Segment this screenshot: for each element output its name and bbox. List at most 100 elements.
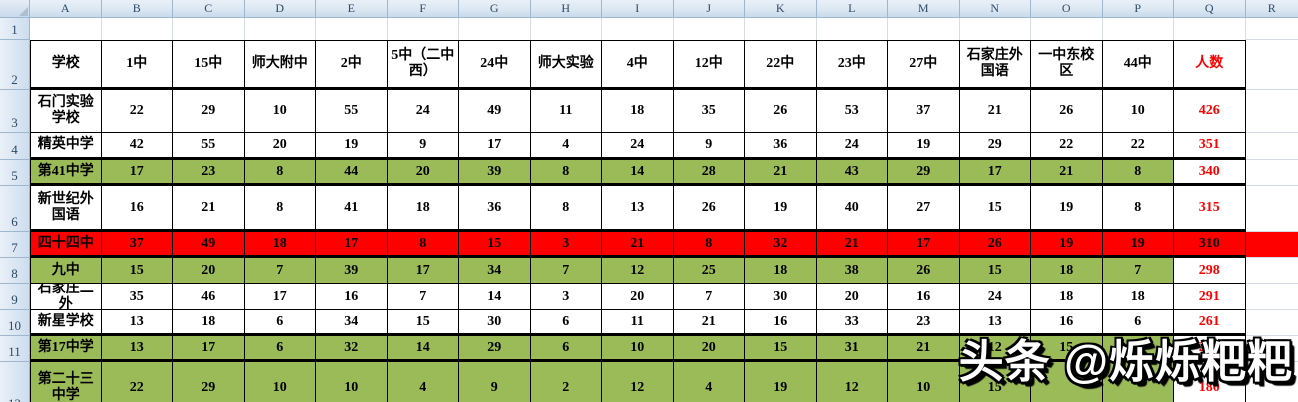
row-header-8[interactable]: 8 xyxy=(0,258,30,284)
cell-total[interactable]: 310 xyxy=(1174,232,1246,258)
column-header-P[interactable]: P xyxy=(1102,0,1174,18)
cell-value[interactable]: 8 xyxy=(1102,160,1174,186)
cell-value[interactable]: 16 xyxy=(888,284,960,310)
cell-value[interactable]: 17 xyxy=(173,336,245,362)
cell-empty[interactable] xyxy=(387,18,459,40)
cell-value[interactable]: 10 xyxy=(602,336,674,362)
cell-column-header[interactable]: 5中（二中西） xyxy=(387,40,459,90)
cell-value[interactable]: 6 xyxy=(530,310,602,336)
cell-value[interactable]: 37 xyxy=(888,90,960,133)
cell-value[interactable]: 10 xyxy=(316,362,388,402)
cell-value[interactable]: 3 xyxy=(530,284,602,310)
cell-value[interactable]: 23 xyxy=(888,310,960,336)
cell-value[interactable]: 15 xyxy=(959,186,1031,232)
column-header-A[interactable]: A xyxy=(30,0,102,18)
row-header-12[interactable]: 12 xyxy=(0,362,30,402)
cell-total[interactable]: 426 xyxy=(1174,90,1246,133)
cell-column-header[interactable]: 师大附中 xyxy=(244,40,316,90)
cell-value[interactable]: 9 xyxy=(387,133,459,160)
cell-value[interactable]: 18 xyxy=(745,258,817,284)
column-header-C[interactable]: C xyxy=(173,0,245,18)
cell-value[interactable] xyxy=(1031,362,1103,402)
column-header-B[interactable]: B xyxy=(101,0,173,18)
cell-empty[interactable] xyxy=(816,18,888,40)
cell-school-name[interactable]: 石家庄二外 xyxy=(30,284,102,310)
cell-value[interactable]: 14 xyxy=(602,160,674,186)
cell-column-header[interactable]: 12中 xyxy=(673,40,745,90)
cell-value[interactable]: 8 xyxy=(244,160,316,186)
cell-value[interactable]: 24 xyxy=(602,133,674,160)
row-header-1[interactable]: 1 xyxy=(0,18,30,40)
cell-empty[interactable] xyxy=(1245,18,1298,40)
cell-value[interactable]: 8 xyxy=(673,232,745,258)
column-header-O[interactable]: O xyxy=(1031,0,1103,18)
cell-empty[interactable] xyxy=(1245,258,1298,284)
row-header-7[interactable]: 7 xyxy=(0,232,30,258)
cell-value[interactable]: 20 xyxy=(244,133,316,160)
cell-value[interactable]: 19 xyxy=(745,362,817,402)
cell-value[interactable]: 26 xyxy=(673,186,745,232)
cell-value[interactable]: 2 xyxy=(530,362,602,402)
cell-value[interactable]: 18 xyxy=(1031,258,1103,284)
column-header-F[interactable]: F xyxy=(387,0,459,18)
cell-value[interactable]: 13 xyxy=(602,186,674,232)
cell-value[interactable]: 12 xyxy=(816,362,888,402)
cell-value[interactable]: 8 xyxy=(530,186,602,232)
cell-value[interactable]: 19 xyxy=(316,133,388,160)
cell-value[interactable]: 8 xyxy=(244,186,316,232)
cell-value[interactable]: 32 xyxy=(316,336,388,362)
cell-value[interactable]: 18 xyxy=(602,90,674,133)
cell-total[interactable]: 261 xyxy=(1174,310,1246,336)
cell-value[interactable]: 24 xyxy=(387,90,459,133)
cell-value[interactable]: 16 xyxy=(1031,310,1103,336)
cell-empty[interactable] xyxy=(1174,18,1246,40)
cell-empty[interactable] xyxy=(316,18,388,40)
cell-value[interactable]: 22 xyxy=(101,362,173,402)
cell-value[interactable]: 17 xyxy=(387,258,459,284)
cell-value[interactable]: 21 xyxy=(888,336,960,362)
cell-value[interactable]: 21 xyxy=(959,90,1031,133)
cell-value[interactable]: 30 xyxy=(745,284,817,310)
cell-value[interactable]: 34 xyxy=(316,310,388,336)
cell-value[interactable]: 18 xyxy=(387,186,459,232)
cell-empty[interactable] xyxy=(1245,284,1298,310)
cell-empty[interactable] xyxy=(888,18,960,40)
cell-column-header[interactable]: 师大实验 xyxy=(530,40,602,90)
cell-column-header[interactable]: 4中 xyxy=(602,40,674,90)
cell-value[interactable]: 18 xyxy=(1031,284,1103,310)
cell-value[interactable]: 11 xyxy=(602,310,674,336)
cell-value[interactable]: 39 xyxy=(459,160,531,186)
cell-school-name[interactable]: 四十四中 xyxy=(30,232,102,258)
cell-value[interactable]: 4 xyxy=(673,362,745,402)
cell-value[interactable]: 12 xyxy=(602,258,674,284)
cell-column-header[interactable]: 23中 xyxy=(816,40,888,90)
cell-value[interactable]: 26 xyxy=(745,90,817,133)
column-header-G[interactable]: G xyxy=(459,0,531,18)
cell-value[interactable]: 19 xyxy=(1102,232,1174,258)
cell-school-name[interactable]: 第二十三中学 xyxy=(30,362,102,402)
cell-value[interactable]: 26 xyxy=(888,258,960,284)
cell-total[interactable]: 298 xyxy=(1174,258,1246,284)
cell-value[interactable]: 15 xyxy=(1031,336,1103,362)
cell-value[interactable]: 19 xyxy=(1031,232,1103,258)
cell-value[interactable]: 14 xyxy=(387,336,459,362)
cell-value[interactable]: 8 xyxy=(530,160,602,186)
cell-value[interactable]: 17 xyxy=(316,232,388,258)
cell-school-label[interactable]: 学校 xyxy=(30,40,102,90)
cell-school-name[interactable]: 九中 xyxy=(30,258,102,284)
cell-value[interactable]: 23 xyxy=(173,160,245,186)
cell-value[interactable]: 31 xyxy=(816,336,888,362)
cell-value[interactable]: 21 xyxy=(745,160,817,186)
cell-empty[interactable] xyxy=(673,18,745,40)
cell-value[interactable]: 39 xyxy=(316,258,388,284)
cell-value[interactable]: 14 xyxy=(459,284,531,310)
cell-empty[interactable] xyxy=(959,18,1031,40)
cell-value[interactable]: 29 xyxy=(173,90,245,133)
cell-value[interactable]: 29 xyxy=(888,160,960,186)
row-header-10[interactable]: 10 xyxy=(0,310,30,336)
row-header-4[interactable]: 4 xyxy=(0,133,30,160)
cell-total[interactable]: 340 xyxy=(1174,160,1246,186)
cell-value[interactable]: 6 xyxy=(244,310,316,336)
cell-value[interactable]: 42 xyxy=(101,133,173,160)
cell-value[interactable]: 18 xyxy=(1102,284,1174,310)
